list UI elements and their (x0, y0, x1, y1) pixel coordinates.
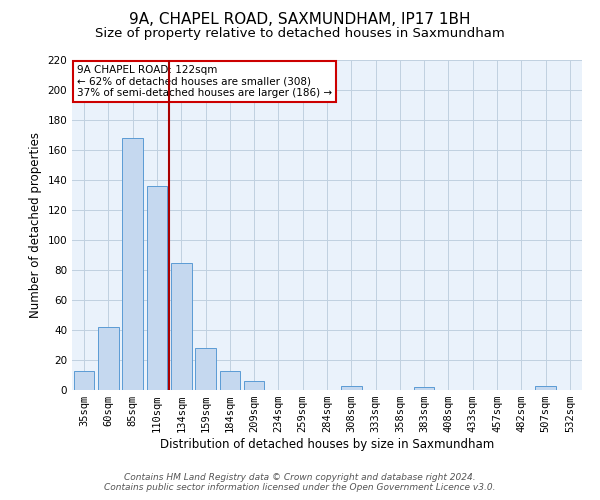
Text: 9A, CHAPEL ROAD, SAXMUNDHAM, IP17 1BH: 9A, CHAPEL ROAD, SAXMUNDHAM, IP17 1BH (129, 12, 471, 28)
X-axis label: Distribution of detached houses by size in Saxmundham: Distribution of detached houses by size … (160, 438, 494, 451)
Bar (195, 348, 216, 390)
Bar (74, 370, 94, 390)
Text: Size of property relative to detached houses in Saxmundham: Size of property relative to detached ho… (95, 28, 505, 40)
Bar (220, 370, 240, 390)
Bar (535, 386, 556, 390)
Bar (341, 386, 362, 390)
Text: Contains HM Land Registry data © Crown copyright and database right 2024.
Contai: Contains HM Land Registry data © Crown c… (104, 473, 496, 492)
Bar (171, 262, 191, 390)
Y-axis label: Number of detached properties: Number of detached properties (29, 132, 42, 318)
Bar (244, 381, 265, 390)
Bar (122, 138, 143, 390)
Bar (414, 387, 434, 390)
Bar (98, 327, 119, 390)
Bar (146, 186, 167, 390)
Text: 9A CHAPEL ROAD: 122sqm
← 62% of detached houses are smaller (308)
37% of semi-de: 9A CHAPEL ROAD: 122sqm ← 62% of detached… (77, 65, 332, 98)
